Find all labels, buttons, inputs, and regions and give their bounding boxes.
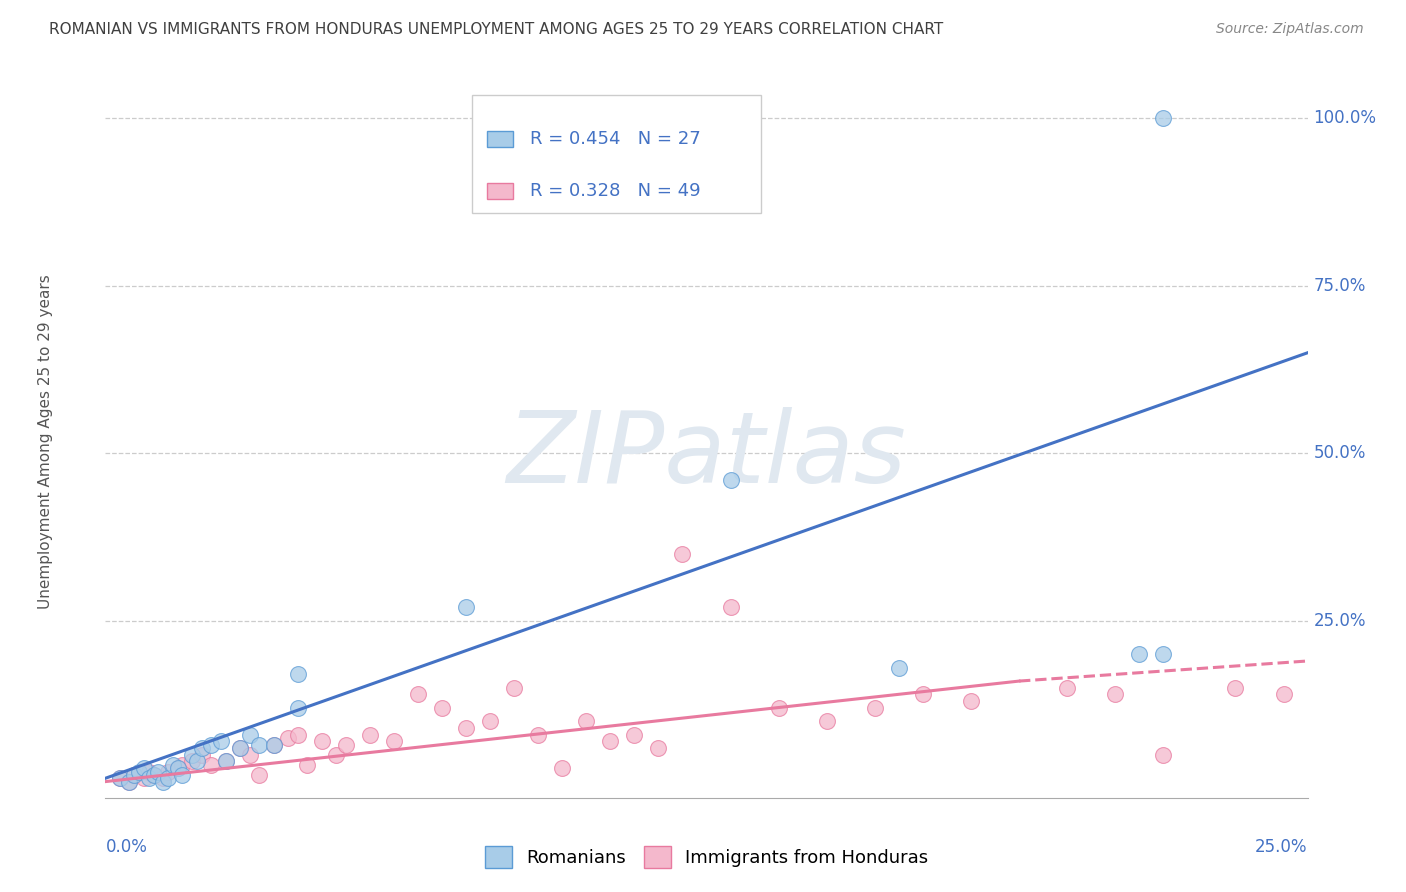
Point (1152, 112, 1174, 126)
Text: 0.0%: 0.0% (105, 838, 148, 855)
Point (277, 731, 299, 745)
Point (325, 747, 347, 762)
Point (720, 473, 742, 487)
Point (132, 761, 155, 775)
Point (172, 768, 194, 782)
Point (335, 738, 357, 752)
Point (1056, 681, 1078, 695)
Point (132, 771, 155, 785)
Point (430, 701, 453, 715)
Point (263, 738, 285, 752)
Text: 25.0%: 25.0% (1313, 612, 1367, 630)
Text: ZIPatlas: ZIPatlas (506, 408, 907, 504)
Point (1225, 681, 1247, 695)
Point (287, 667, 309, 681)
Point (118, 774, 141, 789)
Point (124, 768, 146, 782)
Text: 25.0%: 25.0% (1256, 838, 1308, 855)
Point (768, 701, 790, 715)
Point (186, 755, 208, 769)
Text: R = 0.454   N = 27: R = 0.454 N = 27 (530, 130, 700, 148)
Point (124, 768, 146, 782)
Point (382, 734, 405, 748)
Text: 50.0%: 50.0% (1313, 444, 1367, 462)
Point (214, 755, 236, 769)
Point (166, 761, 188, 775)
Point (156, 764, 179, 779)
Point (142, 768, 165, 782)
Point (138, 764, 160, 779)
Point (406, 688, 429, 702)
Point (297, 757, 319, 772)
Point (1272, 688, 1295, 702)
Point (503, 681, 526, 695)
Text: 100.0%: 100.0% (1313, 109, 1376, 128)
Point (287, 728, 309, 742)
Point (1152, 647, 1174, 661)
Point (1128, 647, 1150, 661)
Point (156, 771, 179, 785)
FancyBboxPatch shape (486, 183, 513, 199)
Point (647, 741, 669, 756)
Point (575, 714, 598, 729)
Point (479, 714, 502, 729)
Point (263, 738, 285, 752)
Text: Source: ZipAtlas.com: Source: ZipAtlas.com (1216, 22, 1364, 37)
Point (200, 757, 222, 772)
Point (118, 774, 141, 789)
Point (527, 728, 550, 742)
Point (162, 757, 184, 772)
Point (1104, 688, 1126, 702)
Point (1152, 747, 1174, 762)
Point (181, 747, 204, 762)
Point (152, 774, 174, 789)
Point (671, 547, 693, 561)
Point (239, 728, 262, 742)
FancyBboxPatch shape (486, 131, 513, 147)
Point (148, 764, 170, 779)
Point (138, 771, 160, 785)
Point (214, 755, 236, 769)
Point (142, 768, 165, 782)
Point (863, 701, 886, 715)
Legend: Romanians, Immigrants from Honduras: Romanians, Immigrants from Honduras (477, 838, 936, 875)
Point (359, 728, 381, 742)
Point (454, 600, 477, 615)
Point (599, 734, 621, 748)
Point (551, 761, 574, 775)
Point (152, 771, 174, 785)
Point (623, 728, 645, 742)
Point (229, 741, 252, 756)
Point (172, 757, 194, 772)
Point (311, 734, 333, 748)
Point (190, 747, 212, 762)
Point (287, 701, 309, 715)
Point (503, 112, 526, 126)
Point (181, 755, 204, 769)
Text: 75.0%: 75.0% (1313, 277, 1367, 294)
Point (190, 741, 212, 756)
Point (128, 764, 150, 779)
Text: R = 0.328   N = 49: R = 0.328 N = 49 (530, 182, 700, 200)
Point (247, 738, 270, 752)
Point (200, 738, 222, 752)
Point (720, 600, 742, 615)
FancyBboxPatch shape (472, 95, 761, 213)
Point (239, 747, 262, 762)
Text: Unemployment Among Ages 25 to 29 years: Unemployment Among Ages 25 to 29 years (38, 274, 53, 609)
Point (209, 734, 232, 748)
Point (454, 721, 477, 735)
Point (108, 771, 131, 785)
Point (911, 688, 934, 702)
Point (229, 741, 252, 756)
Point (887, 661, 910, 675)
Point (108, 771, 131, 785)
Point (247, 768, 270, 782)
Point (815, 714, 838, 729)
Point (960, 694, 983, 708)
Point (166, 761, 188, 775)
Text: ROMANIAN VS IMMIGRANTS FROM HONDURAS UNEMPLOYMENT AMONG AGES 25 TO 29 YEARS CORR: ROMANIAN VS IMMIGRANTS FROM HONDURAS UNE… (49, 22, 943, 37)
